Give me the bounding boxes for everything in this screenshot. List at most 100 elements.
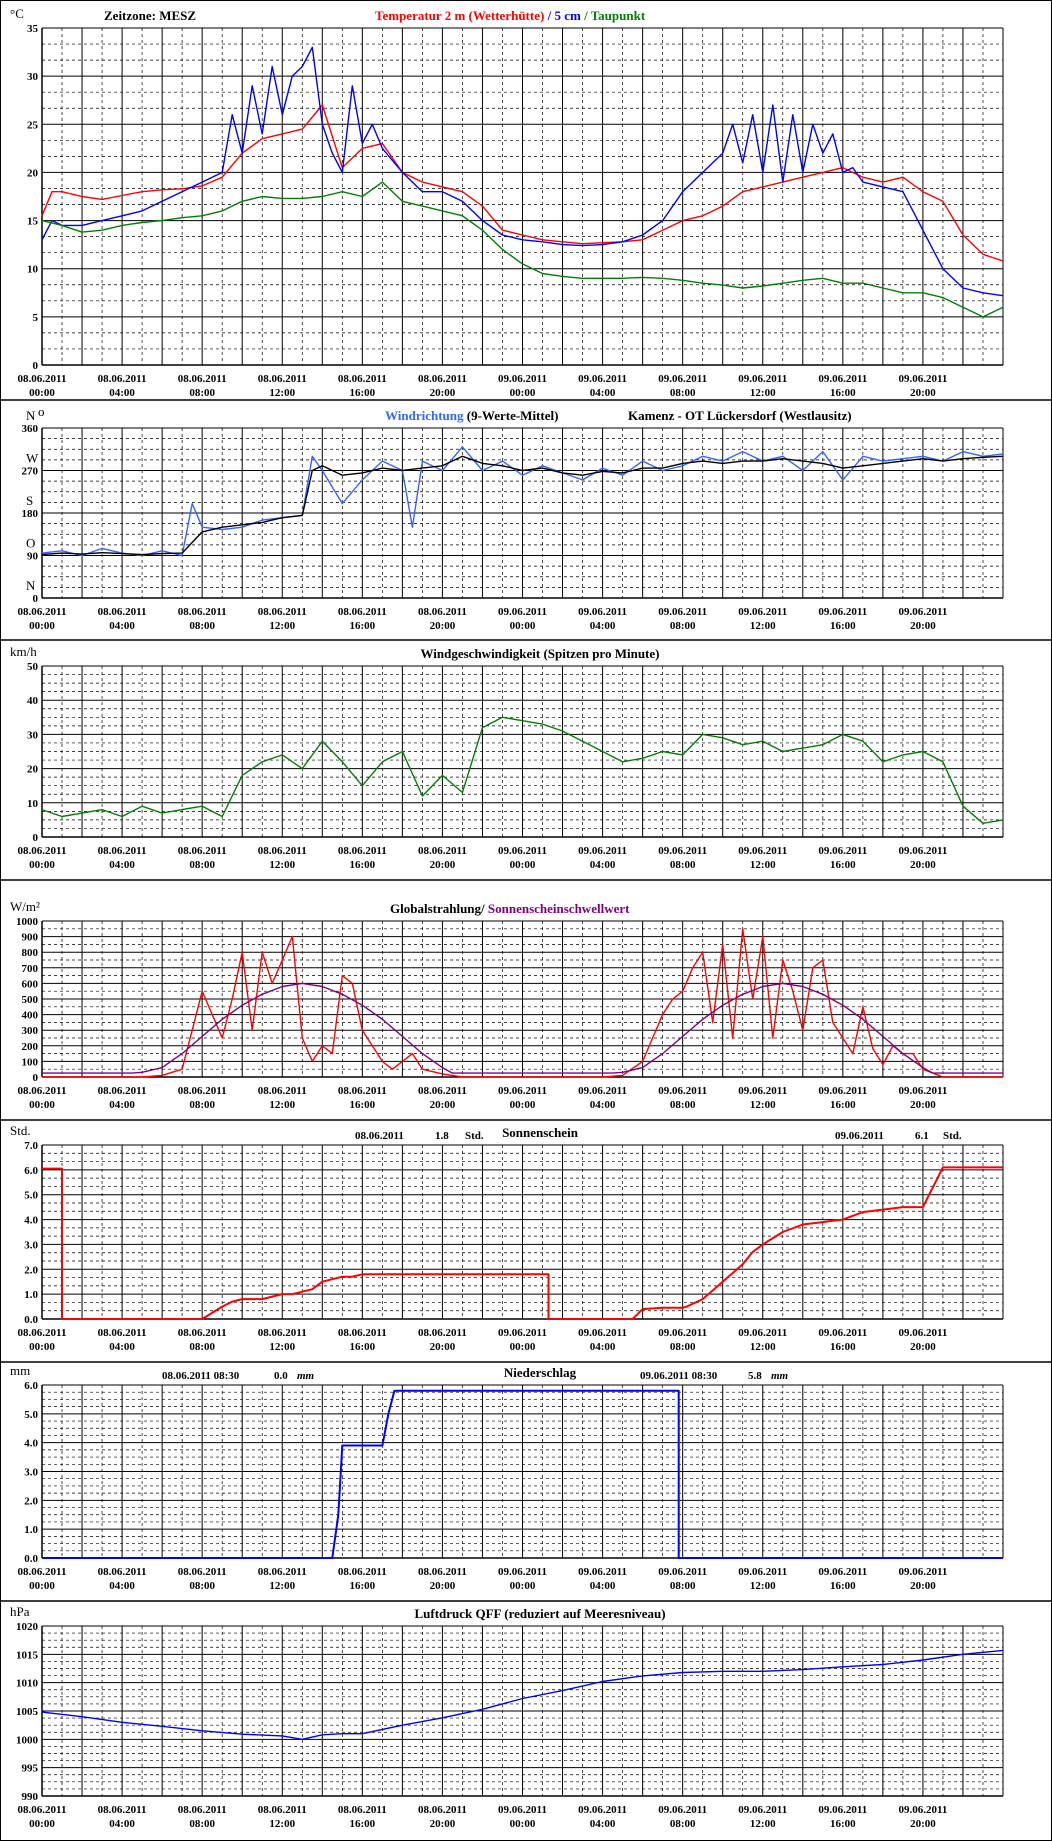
x-tick-time: 12:00 — [750, 387, 776, 399]
x-tick-date: 09.06.2011 — [818, 1085, 867, 1097]
chart-title: Luftdruck QFF (reduziert auf Meeresnivea… — [414, 1606, 665, 1621]
compass-label: N — [26, 578, 36, 593]
x-tick-date: 08.06.2011 — [338, 1804, 387, 1816]
chart-title: Temperatur 2 m (Wetterhütte) / 5 cm / Ta… — [375, 8, 646, 23]
chart-title: Globalstrahlung/ Sonnenscheinschwellwert — [390, 901, 630, 916]
x-tick-date: 08.06.2011 — [258, 606, 307, 618]
x-tick-date: 08.06.2011 — [418, 1085, 467, 1097]
x-tick-time: 20:00 — [430, 1818, 456, 1830]
chart-windspeed: 0 10 20 30 40 50 08.06.2011 00:00 08.06.2011 04:0… — [0, 644, 1052, 881]
x-tick-time: 16:00 — [349, 387, 375, 399]
x-tick-date: 09.06.2011 — [498, 1804, 547, 1816]
series-line-windgeschwindigkeit — [41, 716, 1004, 824]
x-tick-date: 08.06.2011 — [418, 845, 467, 857]
x-tick-date: 08.06.2011 — [338, 1085, 387, 1097]
x-tick-time: 16:00 — [349, 859, 375, 871]
chart-title-part: (9-Werte-Mittel) — [464, 408, 559, 423]
x-tick-time: 20:00 — [910, 1341, 936, 1353]
annotation-value: 5.8 — [748, 1370, 762, 1382]
y-tick-label: 270 — [22, 466, 39, 478]
x-tick-time: 00:00 — [510, 1818, 536, 1830]
x-tick-date: 09.06.2011 — [898, 1085, 947, 1097]
x-tick-time: 20:00 — [910, 859, 936, 871]
x-tick-time: 08:00 — [189, 1341, 215, 1353]
x-tick-time: 04:00 — [590, 620, 616, 632]
x-tick-date: 09.06.2011 — [498, 845, 547, 857]
x-tick-date: 09.06.2011 — [898, 1804, 947, 1816]
x-tick-date: 08.06.2011 — [18, 1327, 67, 1339]
x-tick-date: 09.06.2011 — [738, 606, 787, 618]
x-tick-time: 20:00 — [910, 387, 936, 399]
x-tick-date: 08.06.2011 — [338, 373, 387, 385]
chart-title-part: Windrichtung — [385, 408, 464, 423]
x-tick-time: 04:00 — [109, 1099, 135, 1111]
x-tick-time: 00:00 — [29, 387, 55, 399]
x-tick-date: 09.06.2011 — [578, 845, 627, 857]
y-tick-label: 3.0 — [24, 1239, 38, 1251]
x-tick-time: 16:00 — [830, 387, 856, 399]
x-tick-date: 08.06.2011 — [18, 845, 67, 857]
x-tick-time: 08:00 — [670, 387, 696, 399]
x-tick-time: 20:00 — [430, 1341, 456, 1353]
x-tick-time: 16:00 — [830, 859, 856, 871]
compass-label: W — [26, 451, 39, 466]
x-tick-date: 08.06.2011 — [98, 1327, 147, 1339]
y-tick-label: 1.0 — [24, 1524, 38, 1536]
y-tick-label: 40 — [27, 695, 39, 707]
y-tick-label: 7.0 — [24, 1140, 38, 1152]
x-tick-date: 09.06.2011 — [578, 606, 627, 618]
x-tick-time: 16:00 — [349, 1818, 375, 1830]
series-line-taupunkt — [41, 181, 1004, 318]
x-tick-date: 09.06.2011 — [578, 1566, 627, 1578]
x-tick-date: 08.06.2011 — [418, 373, 467, 385]
x-tick-date: 08.06.2011 — [18, 1804, 67, 1816]
x-tick-time: 16:00 — [830, 620, 856, 632]
x-tick-date: 09.06.2011 — [818, 1804, 867, 1816]
x-tick-date: 09.06.2011 — [498, 1085, 547, 1097]
x-tick-date: 09.06.2011 — [658, 1566, 707, 1578]
x-tick-time: 12:00 — [269, 1818, 295, 1830]
x-tick-date: 08.06.2011 — [418, 606, 467, 618]
chart-pressure: 990 995 1000 1005 1010 1015 1020 08.06.2011 00:0… — [10, 1604, 1004, 1830]
y-tick-label: 5 — [33, 312, 39, 324]
x-tick-date: 08.06.2011 — [98, 1566, 147, 1578]
timezone-label: Zeitzone: MESZ — [104, 8, 196, 23]
x-tick-date: 08.06.2011 — [338, 1327, 387, 1339]
x-tick-date: 09.06.2011 — [658, 373, 707, 385]
x-tick-time: 00:00 — [29, 620, 55, 632]
x-tick-time: 20:00 — [430, 620, 456, 632]
x-tick-time: 20:00 — [910, 1580, 936, 1592]
x-tick-time: 00:00 — [510, 387, 536, 399]
annotation-unit: mm — [297, 1370, 315, 1382]
x-tick-time: 00:00 — [29, 1099, 55, 1111]
y-tick-label: 200 — [22, 1041, 39, 1053]
unit-label: km/h — [10, 644, 37, 659]
x-tick-date: 08.06.2011 — [258, 845, 307, 857]
y-tick-label: 180 — [22, 508, 39, 520]
annotation-unit: Std. — [465, 1130, 484, 1142]
x-tick-date: 09.06.2011 — [818, 373, 867, 385]
unit-label: mm — [10, 1363, 30, 1378]
y-tick-label: 600 — [22, 978, 39, 990]
x-tick-date: 09.06.2011 — [738, 1327, 787, 1339]
chart-sunshine: 0.0 1.0 2.0 3.0 4.0 5.0 6.0 7.0 08.06.2011 00:00 0… — [0, 1123, 1052, 1363]
x-tick-time: 20:00 — [430, 1580, 456, 1592]
y-tick-label: 800 — [22, 947, 39, 959]
x-tick-date: 09.06.2011 — [498, 1566, 547, 1578]
x-tick-date: 09.06.2011 — [578, 1327, 627, 1339]
series-line-5-cm — [41, 46, 1004, 297]
x-tick-time: 08:00 — [189, 1580, 215, 1592]
x-tick-date: 09.06.2011 — [738, 1566, 787, 1578]
x-tick-time: 20:00 — [910, 1818, 936, 1830]
x-tick-time: 00:00 — [510, 859, 536, 871]
compass-label: S — [26, 493, 33, 508]
x-tick-date: 08.06.2011 — [258, 1085, 307, 1097]
y-tick-label: 5.0 — [24, 1190, 38, 1202]
x-tick-date: 09.06.2011 — [898, 606, 947, 618]
chart-winddirection: 0 90 180 270 360 08.06.2011 00:00 08.06.2011 04:… — [0, 404, 1052, 641]
chart-title: Niederschlag — [504, 1365, 577, 1380]
annotation-value: 1.8 — [435, 1130, 449, 1142]
x-tick-time: 04:00 — [590, 859, 616, 871]
y-tick-label: 20 — [27, 764, 39, 776]
x-tick-date: 08.06.2011 — [18, 1566, 67, 1578]
